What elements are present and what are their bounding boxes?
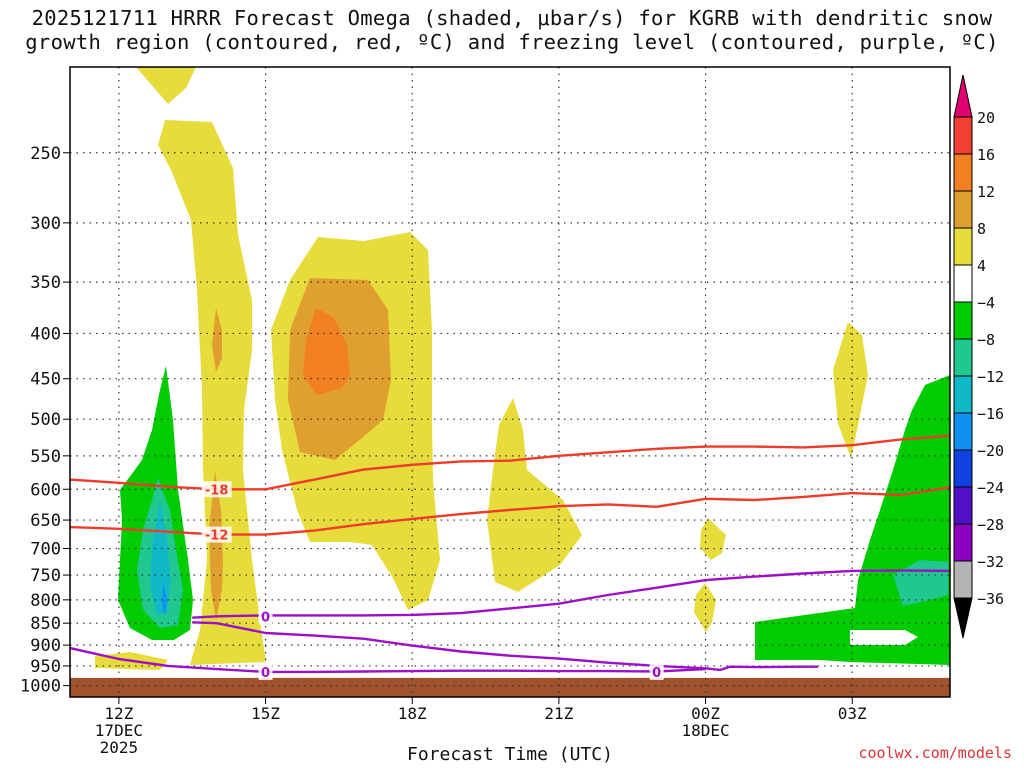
contour-line bbox=[192, 569, 950, 619]
contour-label-bg bbox=[258, 663, 273, 680]
colorbar-label: −28 bbox=[977, 516, 1004, 534]
y-tick-label: 300 bbox=[30, 214, 61, 234]
y-tick-label: 350 bbox=[30, 273, 61, 293]
x-tick-year-label: 2025 bbox=[100, 738, 139, 757]
contour-line bbox=[192, 621, 818, 672]
y-tick-label: 900 bbox=[30, 636, 61, 656]
x-tick-label: 21Z bbox=[544, 704, 573, 723]
x-tick-label: 18Z bbox=[398, 704, 427, 723]
y-axis-ticks: 2503003504004505005506006507007508008509… bbox=[20, 144, 70, 697]
colorbar-swatch bbox=[953, 523, 973, 562]
contour-label-bg bbox=[649, 663, 664, 680]
ground-layer bbox=[70, 677, 950, 697]
colorbar-label: −4 bbox=[977, 294, 995, 312]
colorbar-swatch bbox=[953, 264, 973, 303]
y-tick-label: 800 bbox=[30, 591, 61, 611]
chart-title: 2025121711 HRRR Forecast Omega (shaded, … bbox=[0, 6, 1024, 54]
title-line-1: 2025121711 HRRR Forecast Omega (shaded, … bbox=[31, 6, 993, 30]
y-tick-label: 1000 bbox=[20, 677, 61, 697]
omega-region-central-orange bbox=[303, 308, 350, 395]
omega-region-narrow-orange-a bbox=[212, 308, 222, 372]
colorbar-label: −8 bbox=[977, 331, 995, 349]
contour-lines: -18 -12 0 0 0 bbox=[70, 434, 950, 681]
colorbar-swatch bbox=[953, 560, 973, 599]
colorbar-swatch bbox=[953, 153, 973, 192]
colorbar-label: 20 bbox=[977, 109, 995, 127]
x-tick-label: 12Z bbox=[104, 704, 133, 723]
omega-region-left-cyan bbox=[150, 500, 171, 615]
omega-region-tall-yellow bbox=[158, 120, 266, 665]
omega-region-upper-right-yellow bbox=[833, 322, 868, 458]
colorbar-label: 12 bbox=[977, 183, 995, 201]
grid-lines bbox=[70, 67, 950, 697]
omega-shading bbox=[95, 67, 950, 670]
y-tick-label: 550 bbox=[30, 447, 61, 467]
colorbar-label: 8 bbox=[977, 220, 986, 238]
y-tick-label: 400 bbox=[30, 324, 61, 344]
colorbar-swatch bbox=[953, 486, 973, 525]
omega-region-small-yellow-a bbox=[700, 518, 726, 560]
colorbar-top-arrow bbox=[953, 74, 973, 118]
omega-region-mid-yellow bbox=[487, 398, 582, 592]
y-tick-label: 650 bbox=[30, 511, 61, 531]
x-axis-label: Forecast Time (UTC) bbox=[407, 744, 613, 765]
colorbar-swatch bbox=[953, 190, 973, 229]
colorbar-label: 4 bbox=[977, 257, 986, 275]
contour-label: -12 bbox=[205, 529, 229, 544]
omega-region-right-white-hole bbox=[850, 630, 918, 645]
omega-region-left-blue bbox=[162, 583, 167, 615]
colorbar: 20 16 12 8 4 −4 −8 −12 −16 −20 −24 −28 −32 −36 bbox=[953, 74, 1004, 639]
x-tick-date-label: 17DEC bbox=[95, 721, 143, 740]
y-tick-label: 950 bbox=[30, 657, 61, 677]
colorbar-swatch bbox=[953, 412, 973, 451]
contour-label-bg bbox=[201, 526, 232, 543]
x-tick-date-label: 18DEC bbox=[681, 721, 729, 740]
colorbar-swatch bbox=[953, 449, 973, 488]
colorbar-label: 16 bbox=[977, 146, 995, 164]
y-tick-label: 250 bbox=[30, 144, 61, 164]
y-tick-label: 500 bbox=[30, 410, 61, 430]
colorbar-label: −20 bbox=[977, 442, 1004, 460]
colorbar-label: −36 bbox=[977, 590, 1004, 608]
ground-fill bbox=[70, 677, 950, 697]
contour-label: 0 bbox=[261, 666, 270, 681]
x-tick-label: 15Z bbox=[251, 704, 280, 723]
x-tick-label: 00Z bbox=[691, 704, 720, 723]
colorbar-label: −32 bbox=[977, 553, 1004, 571]
colorbar-label: −16 bbox=[977, 405, 1004, 423]
contour-label-bg bbox=[258, 608, 273, 625]
contour-label: 0 bbox=[652, 666, 661, 681]
title-line-2: growth region (contoured, red, ºC) and f… bbox=[25, 30, 999, 54]
omega-region-top-yellow bbox=[136, 67, 196, 104]
y-tick-label: 750 bbox=[30, 566, 61, 586]
colorbar-swatch bbox=[953, 301, 973, 340]
omega-region-narrow-orange-b bbox=[209, 470, 223, 620]
colorbar-swatch bbox=[953, 227, 973, 266]
y-tick-label: 600 bbox=[30, 480, 61, 500]
contour-label-bg bbox=[201, 481, 232, 498]
contour-label: 0 bbox=[261, 610, 270, 625]
contour-line bbox=[70, 646, 706, 674]
x-tick-label: 03Z bbox=[838, 704, 867, 723]
colorbar-swatch bbox=[953, 116, 973, 155]
colorbar-swatch bbox=[953, 338, 973, 377]
credit-text: coolwx.com/models bbox=[858, 744, 1012, 762]
contour-label: -18 bbox=[205, 483, 229, 498]
colorbar-label: −12 bbox=[977, 368, 1004, 386]
y-tick-label: 700 bbox=[30, 540, 61, 560]
colorbar-bottom-arrow bbox=[953, 597, 973, 639]
colorbar-swatch bbox=[953, 375, 973, 414]
colorbar-label: −24 bbox=[977, 479, 1004, 497]
plot-frame bbox=[69, 66, 951, 698]
y-tick-label: 850 bbox=[30, 614, 61, 634]
y-tick-label: 450 bbox=[30, 370, 61, 390]
